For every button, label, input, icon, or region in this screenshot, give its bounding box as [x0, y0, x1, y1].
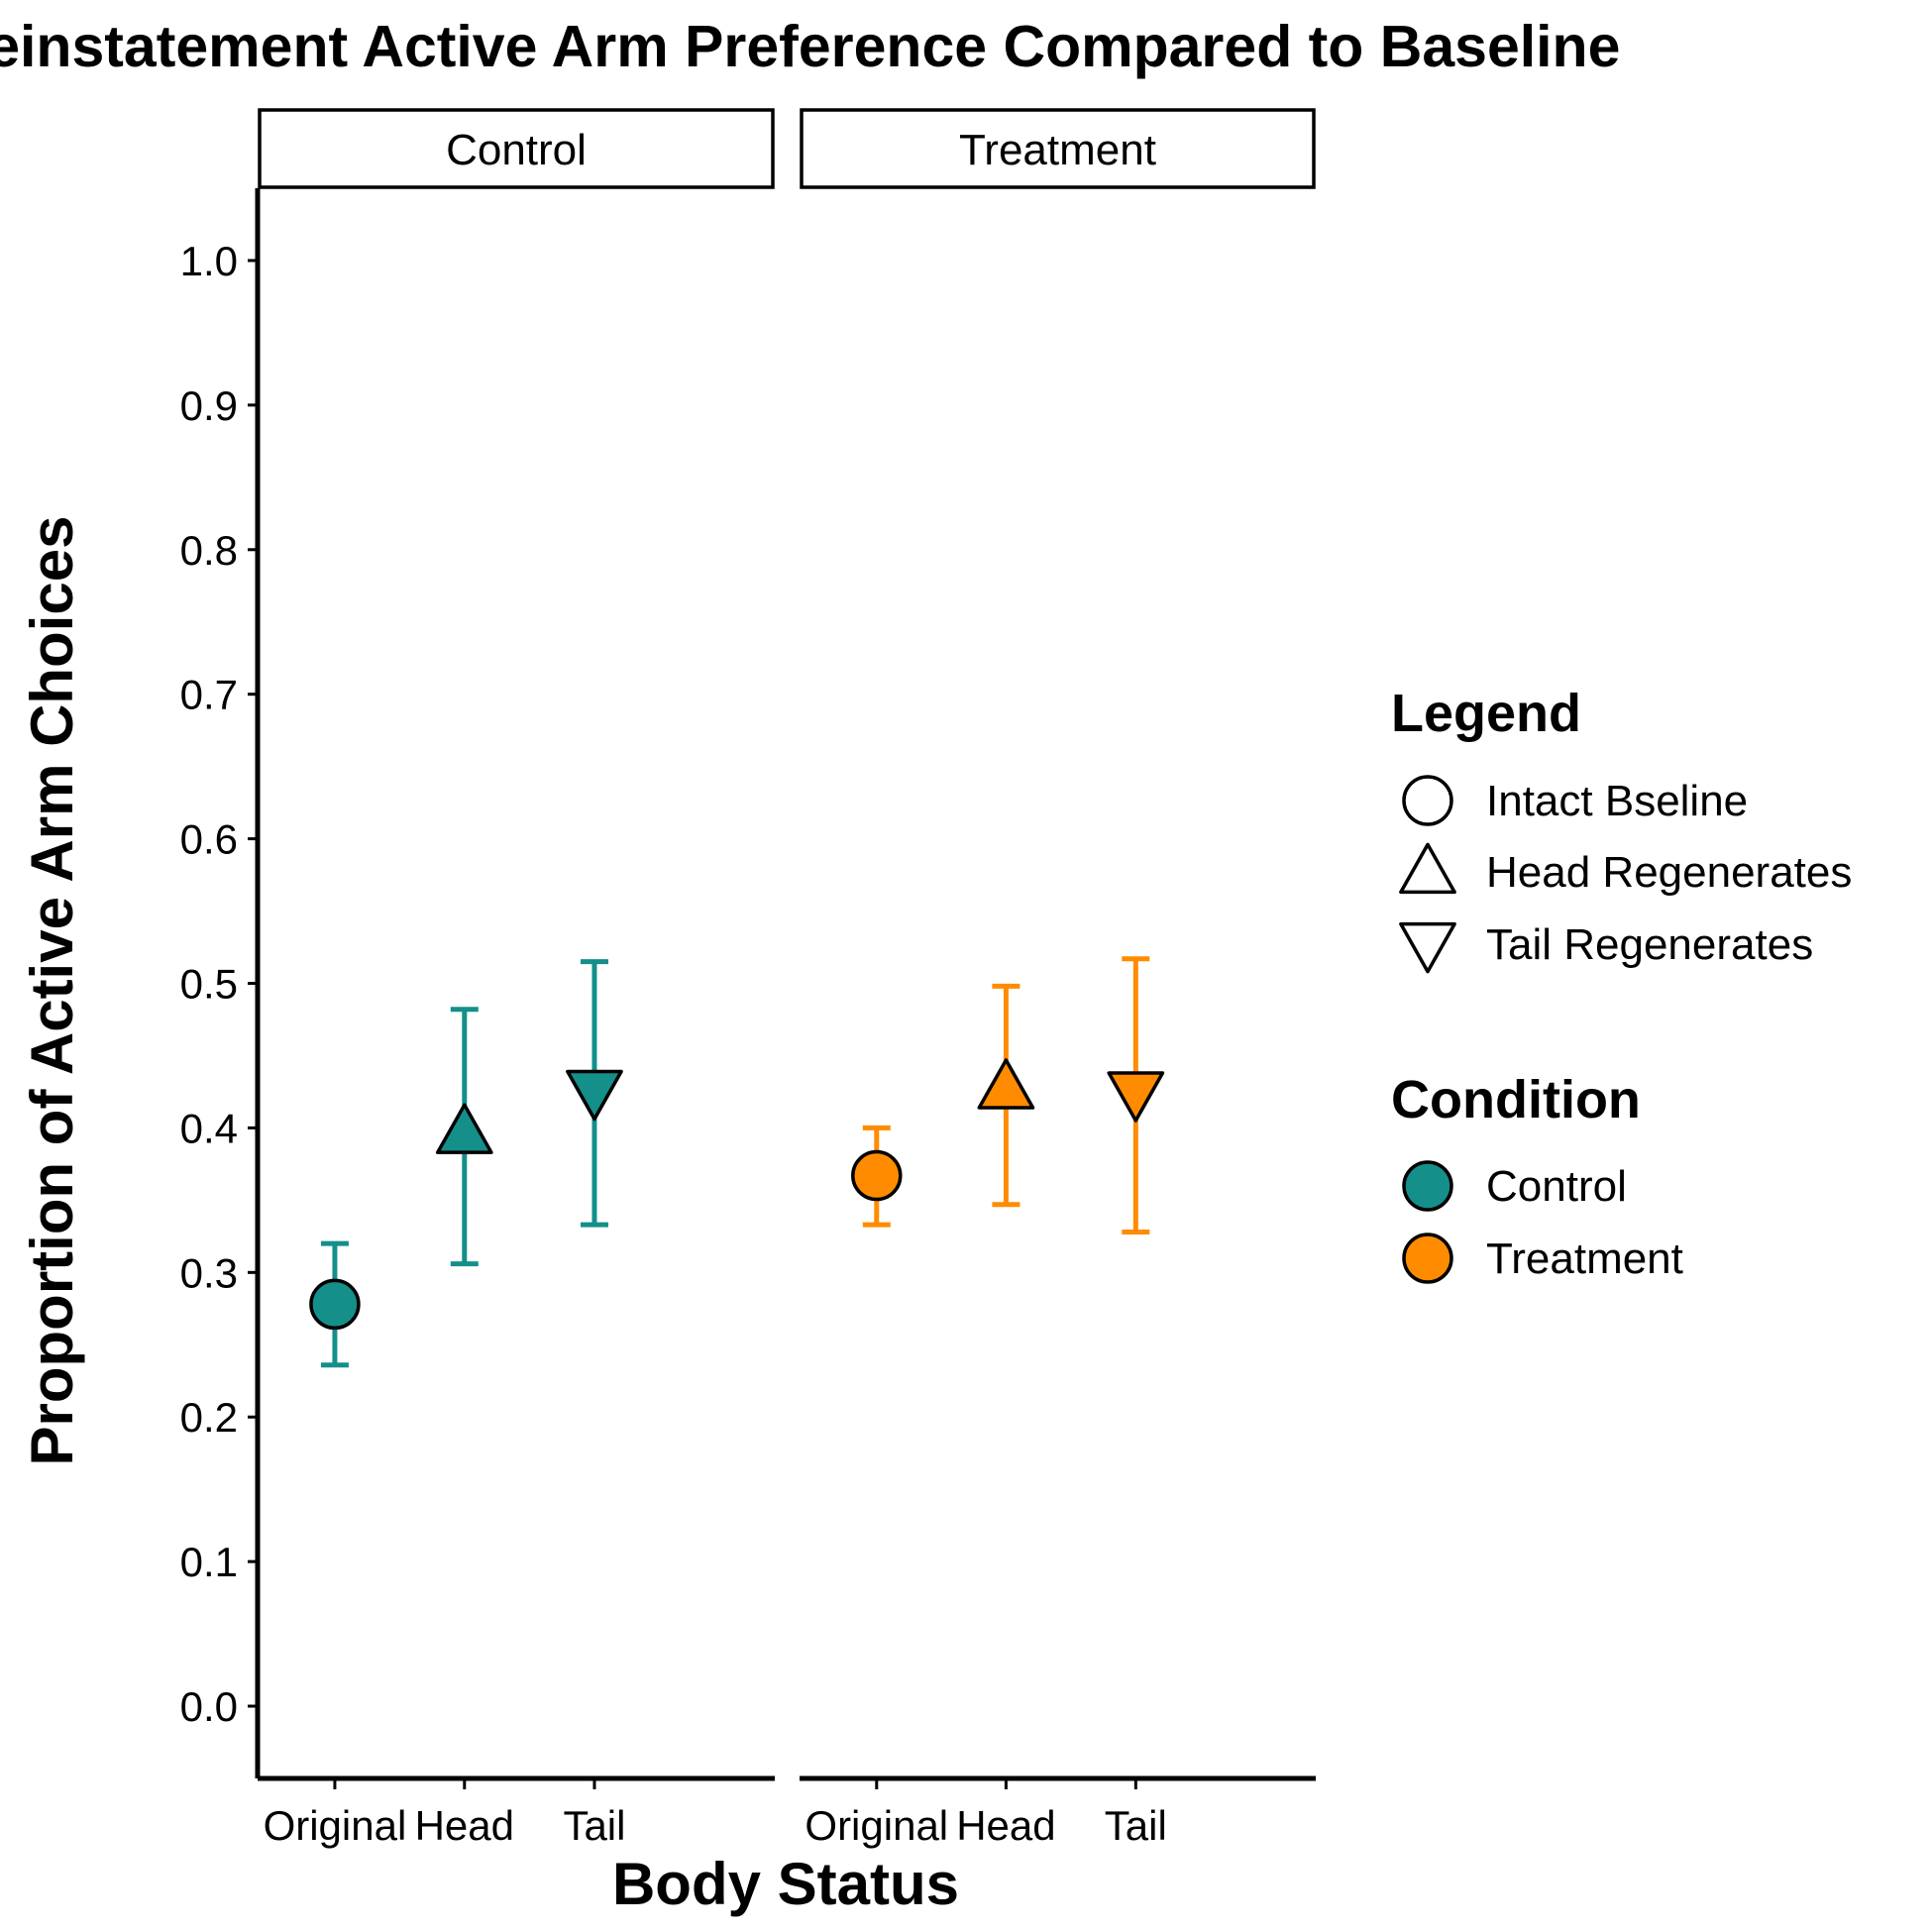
plot-area: 0.0 0.1 0.2 0.3 0.4 0.5 0.6 0.7 0.8 0.9 1.0 Control…	[180, 108, 1316, 1849]
y-tick-label: 0.1	[180, 1539, 238, 1585]
y-tick-label: 0.2	[180, 1394, 238, 1441]
x-tick-label: Original	[805, 1802, 948, 1849]
legend-key-triangle-down	[1399, 921, 1456, 974]
x-tick-label: Head	[956, 1802, 1055, 1849]
data-point-tail	[566, 1069, 623, 1122]
facet-strip	[800, 108, 1316, 189]
facet-strip-label: Control	[446, 126, 587, 174]
legend-label: Treatment	[1486, 1234, 1683, 1283]
legend-key-treatment	[1402, 1233, 1453, 1284]
y-tick-label: 0.9	[180, 382, 238, 429]
facet-treatment: Treatment Original Head Tail	[800, 108, 1316, 1849]
y-tick-label: 0.3	[180, 1249, 238, 1296]
y-tick-label: 0.0	[180, 1683, 238, 1730]
legend-label: Intact Bseline	[1486, 777, 1748, 825]
legend-shape-title: Legend	[1391, 684, 1581, 743]
x-tick-label: Head	[415, 1802, 514, 1849]
y-tick-label: 0.8	[180, 527, 238, 574]
data-point-tail	[1107, 1071, 1165, 1123]
x-tick-label: Tail	[563, 1802, 625, 1849]
y-tick-label: 0.6	[180, 816, 238, 863]
y-tick-label: 0.7	[180, 672, 238, 718]
facet-control: Control Original Head Tail	[258, 108, 775, 1849]
legend-key-triangle-up	[1399, 842, 1456, 895]
legend: Legend Intact Bseline Head Regenerates Tail…	[1391, 684, 1852, 1284]
legend-label: Head Regenerates	[1486, 848, 1852, 897]
y-axis-title: Proportion of Active Arm Choices	[19, 515, 85, 1465]
legend-label: Control	[1486, 1162, 1627, 1211]
y-tick-label: 0.5	[180, 961, 238, 1008]
chart-title: Reinstatement Active Arm Preference Comp…	[0, 14, 1620, 79]
legend-label: Tail Regenerates	[1486, 920, 1813, 969]
facet-strip-label: Treatment	[959, 126, 1156, 174]
facet-strip	[258, 108, 775, 189]
legend-key-circle	[1402, 775, 1453, 826]
legend-key-control	[1402, 1160, 1453, 1212]
y-tick-label: 0.4	[180, 1105, 238, 1151]
x-tick-label: Original	[264, 1802, 407, 1849]
y-tick-label: 1.0	[180, 238, 238, 284]
data-point-original	[851, 1149, 903, 1202]
data-point-original	[309, 1278, 361, 1331]
x-axis-title: Body Status	[612, 1851, 959, 1917]
legend-color-title: Condition	[1391, 1070, 1641, 1129]
data-point-head	[435, 1103, 493, 1154]
data-point-head	[977, 1058, 1035, 1110]
x-tick-label: Tail	[1105, 1802, 1167, 1849]
